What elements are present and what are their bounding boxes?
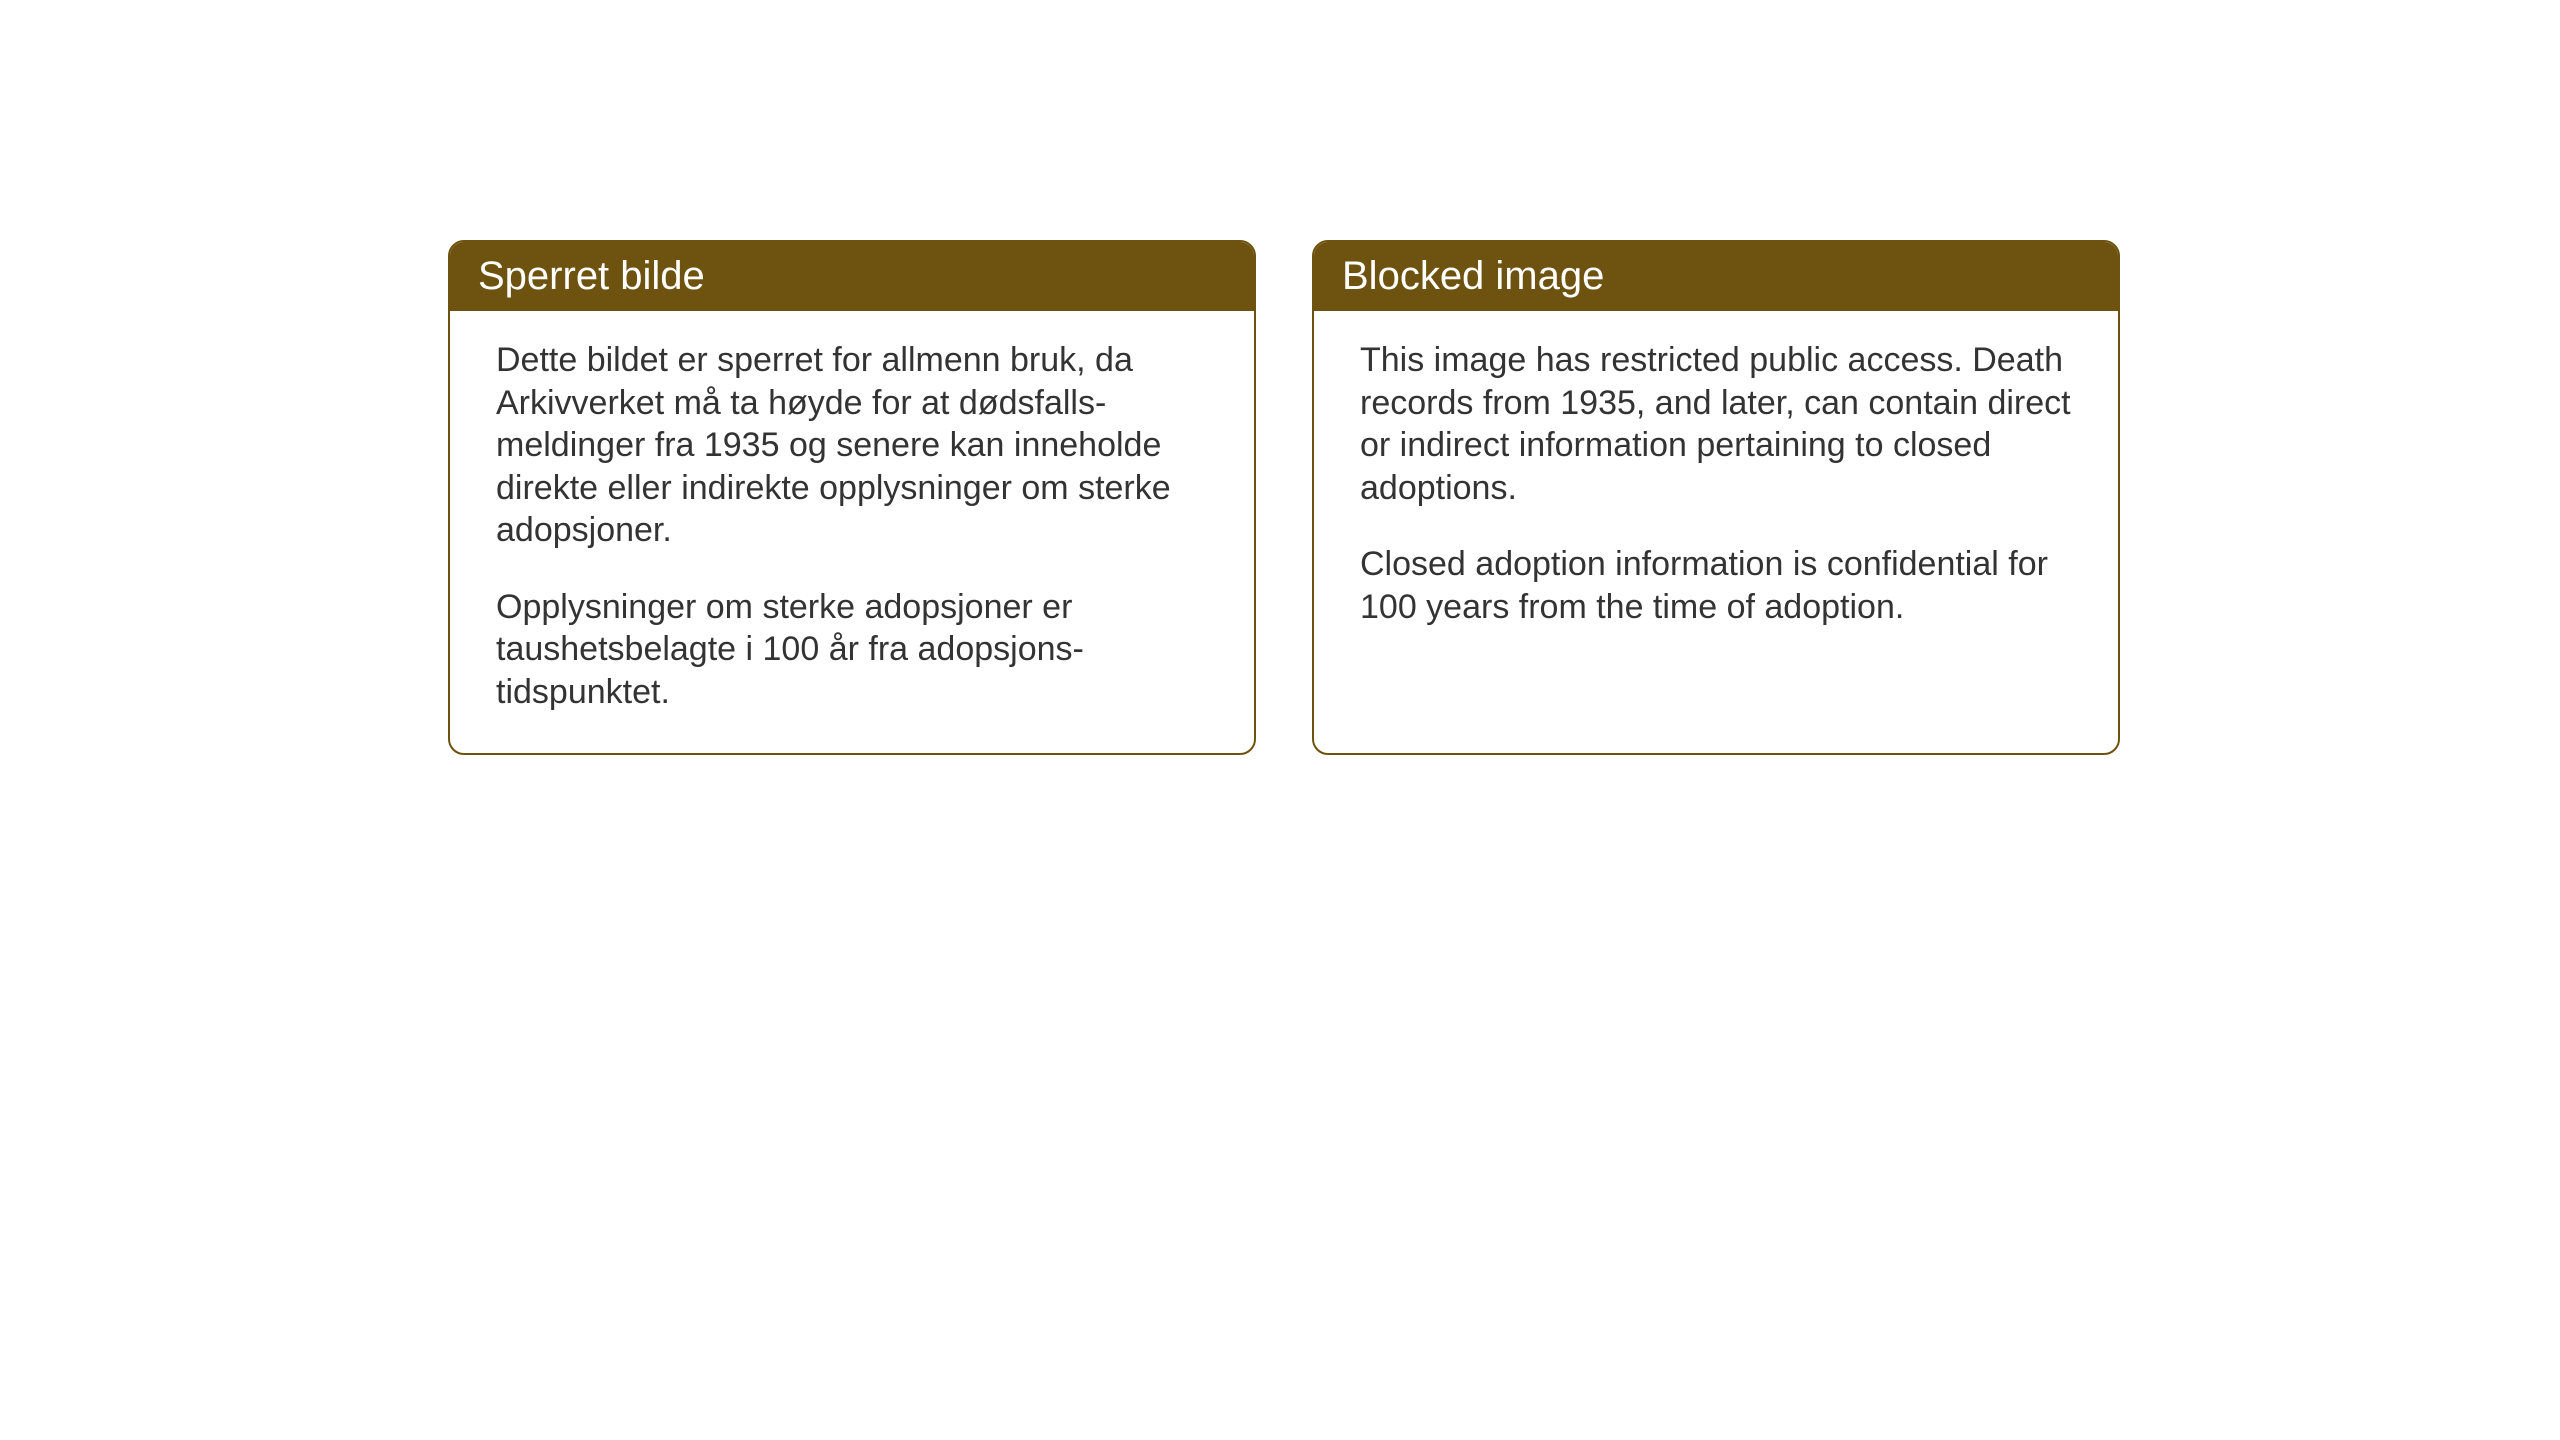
paragraph-2-english: Closed adoption information is confident… xyxy=(1360,543,2072,628)
card-body-norwegian: Dette bildet er sperret for allmenn bruk… xyxy=(450,311,1254,753)
card-body-english: This image has restricted public access.… xyxy=(1314,311,2118,668)
paragraph-1-norwegian: Dette bildet er sperret for allmenn bruk… xyxy=(496,339,1208,552)
card-title-english: Blocked image xyxy=(1342,254,1604,298)
card-header-english: Blocked image xyxy=(1314,242,2118,311)
card-header-norwegian: Sperret bilde xyxy=(450,242,1254,311)
paragraph-1-english: This image has restricted public access.… xyxy=(1360,339,2072,509)
notice-container: Sperret bilde Dette bildet er sperret fo… xyxy=(448,240,2120,755)
notice-card-english: Blocked image This image has restricted … xyxy=(1312,240,2120,755)
notice-card-norwegian: Sperret bilde Dette bildet er sperret fo… xyxy=(448,240,1256,755)
paragraph-2-norwegian: Opplysninger om sterke adopsjoner er tau… xyxy=(496,586,1208,714)
card-title-norwegian: Sperret bilde xyxy=(478,254,705,298)
